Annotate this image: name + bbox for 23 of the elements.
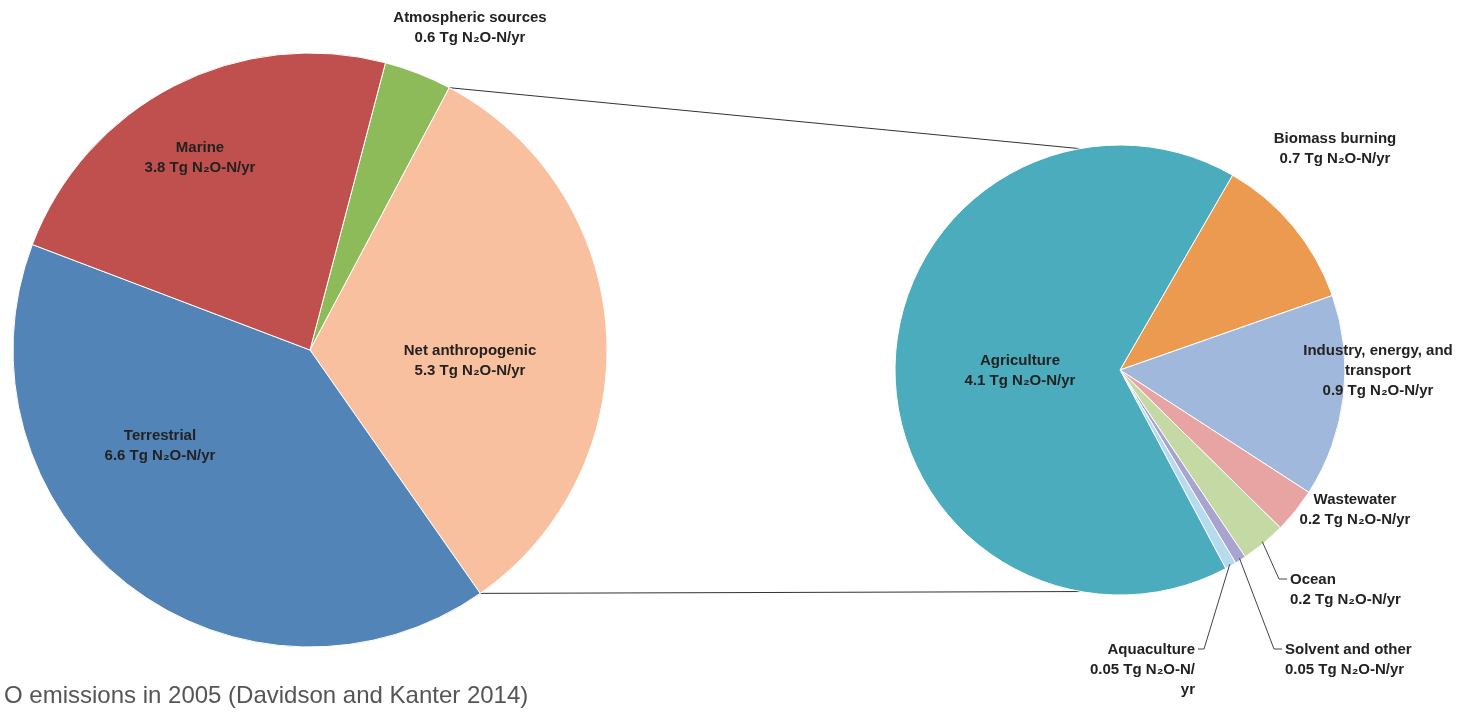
slice-label: Ocean: [1290, 570, 1336, 587]
slice-label: Aquaculture: [1107, 640, 1195, 657]
data-label: 0.2 Tg N₂O-N/yr: [1299, 510, 1411, 527]
data-label: 0.05 Tg N₂O-N/yr: [1089, 660, 1196, 697]
slice-label: Net anthropogenic: [403, 341, 537, 358]
slice-label: Wastewater: [1313, 490, 1397, 507]
data-label: 5.3 Tg N₂O-N/yr: [414, 361, 526, 378]
slice-label: Marine: [175, 138, 225, 155]
slice-label: Solvent and other: [1285, 640, 1412, 657]
data-label: 6.6 Tg N₂O-N/yr: [104, 446, 216, 463]
data-label: 4.1 Tg N₂O-N/yr: [964, 371, 1076, 388]
slice-label: Atmospheric sources: [393, 8, 547, 25]
data-label: 0.6 Tg N₂O-N/yr: [414, 28, 526, 45]
data-label: 3.8 Tg N₂O-N/yr: [144, 158, 256, 175]
slice-label: Terrestrial: [123, 426, 197, 443]
data-label: 0.2 Tg N₂O-N/yr: [1290, 590, 1402, 607]
text: O emissions in 2005 (Davidson and Kanter 2014): [4, 681, 529, 708]
slice-label: Biomass burning: [1273, 129, 1397, 146]
data-label: 0.9 Tg N₂O-N/yr: [1322, 381, 1434, 398]
data-label: 0.7 Tg N₂O-N/yr: [1279, 149, 1391, 166]
slice-label: Agriculture: [979, 351, 1061, 368]
data-label: 0.05 Tg N₂O-N/yr: [1285, 660, 1405, 677]
slice-label: Industry, energy, and transport: [1303, 341, 1453, 378]
